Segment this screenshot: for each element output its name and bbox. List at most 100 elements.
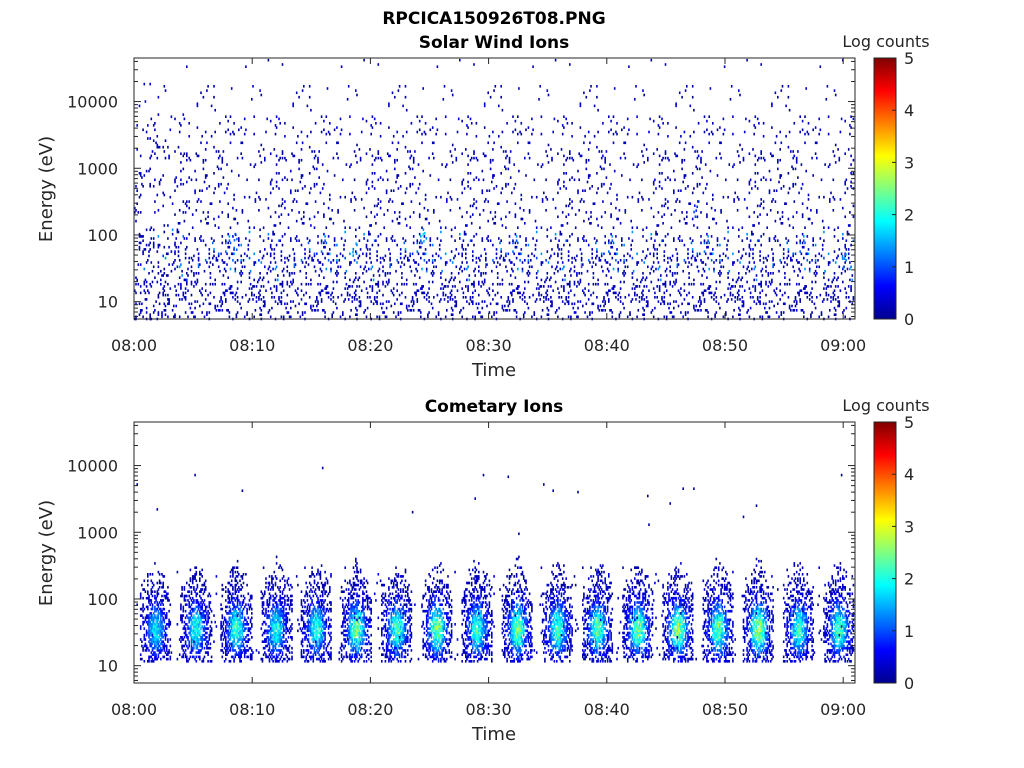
heatmap-cell (199, 651, 201, 654)
heatmap-cell (811, 259, 813, 262)
heatmap-cell (188, 200, 190, 203)
heatmap-cell (187, 267, 189, 271)
heatmap-cell (355, 242, 357, 245)
heatmap-cell (308, 250, 311, 253)
heatmap-cell (169, 638, 172, 641)
heatmap-cell (196, 644, 199, 648)
heatmap-cell (649, 252, 651, 256)
heatmap-cell (505, 252, 507, 256)
heatmap-cell (253, 293, 255, 297)
heatmap-cell (292, 102, 294, 105)
heatmap-cell (751, 232, 753, 236)
heatmap-cell (628, 293, 630, 297)
heatmap-cell (319, 267, 322, 271)
heatmap-cell (168, 651, 170, 654)
heatmap-cell (253, 226, 255, 229)
heatmap-cell (300, 130, 303, 134)
heatmap-cell (557, 119, 559, 123)
heatmap-cell (690, 282, 693, 286)
heatmap-cell (565, 239, 567, 242)
heatmap-cell (587, 148, 590, 151)
heatmap-cell (274, 124, 277, 127)
heatmap-cell (293, 265, 296, 269)
heatmap-cell (356, 243, 358, 247)
heatmap-cell (139, 291, 142, 295)
heatmap-cell (196, 627, 199, 630)
heatmap-cell (280, 300, 283, 303)
heatmap-cell (772, 272, 774, 275)
heatmap-cell (680, 135, 682, 138)
heatmap-cell (641, 259, 643, 262)
heatmap-cell (355, 89, 357, 92)
heatmap-cell (820, 254, 823, 258)
heatmap-cell (349, 226, 351, 229)
heatmap-cell (654, 306, 656, 310)
heatmap-cell (801, 245, 804, 249)
heatmap-cell (422, 285, 424, 288)
heatmap-cell (239, 272, 241, 275)
heatmap-cell (468, 274, 471, 277)
heatmap-cell (450, 250, 453, 253)
heatmap-cell (811, 300, 813, 303)
heatmap-cell (163, 267, 166, 271)
heatmap-cell (152, 653, 155, 656)
heatmap-cell (474, 315, 476, 319)
heatmap-cell (176, 185, 179, 188)
heatmap-cell (769, 282, 772, 286)
heatmap-cell (181, 644, 183, 648)
heatmap-cell (142, 623, 144, 626)
heatmap-cell (667, 135, 669, 138)
heatmap-cell (355, 313, 357, 316)
heatmap-cell (621, 239, 623, 242)
heatmap-cell (228, 287, 231, 290)
heatmap-cell (798, 282, 800, 286)
heatmap-cell (279, 222, 281, 225)
heatmap-cell (467, 185, 469, 188)
heatmap-cell (454, 296, 456, 299)
heatmap-cell (827, 252, 830, 256)
heatmap-cell (197, 651, 200, 654)
heatmap-cell (142, 620, 144, 624)
heatmap-cell (429, 243, 432, 247)
heatmap-cell (143, 289, 146, 292)
heatmap-cell (663, 213, 666, 216)
heatmap-cell (319, 291, 322, 295)
heatmap-cell (512, 298, 514, 301)
heatmap-cell (709, 87, 712, 90)
heatmap-cell (708, 285, 710, 288)
heatmap-cell (795, 302, 798, 306)
heatmap-cell (440, 226, 442, 229)
heatmap-cell (214, 130, 216, 134)
heatmap-cell (369, 248, 371, 251)
heatmap-cell (736, 259, 739, 262)
heatmap-cell (161, 586, 163, 589)
heatmap-cell (752, 252, 754, 256)
heatmap-cell (777, 95, 779, 99)
heatmap-cell (545, 278, 547, 282)
heatmap-cell (352, 250, 354, 254)
heatmap-cell (663, 315, 666, 319)
heatmap-cell (320, 241, 323, 245)
heatmap-cell (444, 165, 447, 169)
heatmap-cell (160, 603, 162, 606)
heatmap-cell (421, 141, 423, 145)
heatmap-cell (668, 158, 670, 162)
heatmap-cell (710, 130, 713, 134)
heatmap-cell (825, 293, 828, 297)
heatmap-cell (631, 195, 634, 199)
heatmap-cell (808, 217, 811, 221)
heatmap-cell (204, 638, 207, 641)
heatmap-cell (799, 250, 801, 253)
heatmap-cell (207, 211, 209, 214)
heatmap-cell (548, 278, 551, 282)
heatmap-cell (273, 296, 276, 299)
heatmap-cell (134, 206, 136, 210)
heatmap-cell (721, 259, 723, 262)
heatmap-cell (236, 296, 239, 299)
heatmap-cell (582, 263, 584, 266)
colorbar-tick-label: 5 (904, 49, 914, 68)
heatmap-cell (308, 145, 311, 149)
heatmap-cell (480, 285, 482, 288)
heatmap-cell (486, 289, 488, 292)
heatmap-cell (284, 122, 286, 125)
